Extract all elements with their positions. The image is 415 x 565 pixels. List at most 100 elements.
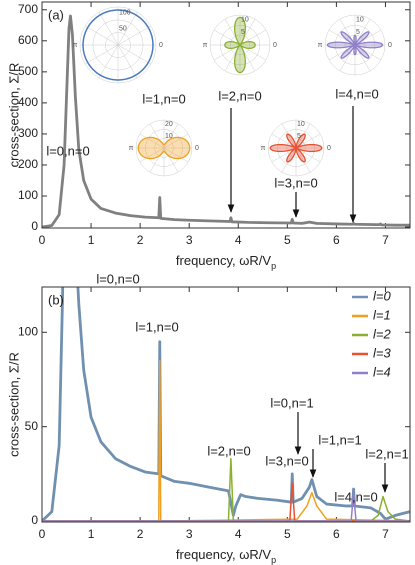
y-tick-label: 300 [18,126,38,140]
inset-pattern [224,16,256,74]
inset-pattern [269,133,323,163]
x-tick-label: 4 [235,233,242,247]
inset-ring [79,6,157,84]
x-tick-label: 5 [284,527,291,541]
x-tick-label: 3 [186,527,193,541]
inset-tick-label: 5 [297,133,301,140]
y-axis-label: cross-section, Σ/R [6,352,21,457]
panel-label: (b) [48,292,64,307]
inset-tick-label: 100 [119,10,131,17]
inset-spoke [281,123,297,149]
inset-spoke [117,11,138,46]
annotation: l=1,n=0 [142,91,185,106]
legend-label: l=1 [373,307,391,322]
x-axis-label: frequency, ωR/Vp [176,253,276,271]
legend-label: l=3 [373,345,391,360]
inset-spoke [271,133,297,149]
inset-ring [105,32,131,58]
inset-tick-label: 20 [165,121,173,128]
inset-spoke [139,147,165,163]
inset-pattern [137,136,191,160]
y-tick-label: 0 [31,219,38,233]
inset-angle-label: π [261,145,266,152]
x-axis-label: frequency, ωR/Vp [176,547,276,565]
inset-angle-label: 0 [388,42,392,49]
inset-tick-label: 5 [241,29,245,36]
inset-ring [209,14,271,76]
y-axis-label: cross-section, Σ/R [6,63,21,168]
y-tick-label: 500 [18,64,38,78]
x-axis-label-sub: p [271,261,276,271]
x-tick-label: 7 [382,233,389,247]
y-tick-label: 400 [18,95,38,109]
x-tick-label: 5 [284,233,291,247]
inset-ring [229,34,251,56]
legend-label: l=2 [373,326,391,341]
inset-spoke [117,44,138,79]
polar-inset: 100 50 π 0 [73,5,163,85]
inset-spoke [295,147,311,173]
x-tick-label: 2 [137,233,144,247]
y-tick-label: 100 [18,324,38,338]
inset-spoke [163,147,189,163]
legend-label: l=0 [373,288,391,303]
inset-angle-label: 0 [159,42,163,49]
inset-tick-label: 10 [356,16,364,23]
inset-angle-label: π [129,145,134,152]
x-tick-label: 6 [333,233,340,247]
inset-tick-label: 10 [165,133,173,140]
x-tick-label: 0 [39,527,46,541]
plot-area [42,287,410,522]
inset-spoke [163,123,179,149]
inset-spoke [163,147,179,173]
series-line [42,458,410,522]
inset-spoke [295,123,311,149]
inset-pattern [82,9,154,81]
polar-inset: 10 5 π 0 [318,13,392,77]
annotation: l=2,n=1 [365,446,408,461]
x-tick-label: 1 [88,527,95,541]
annotation: l=0,n=1 [270,395,313,410]
x-tick-label: 7 [382,527,389,541]
inset-ring [145,129,183,167]
inset-ring [135,119,193,177]
x-tick-label: 2 [137,527,144,541]
y-tick-label: 200 [18,157,38,171]
inset-angle-label: π [203,42,208,49]
annotation: l=2,n=0 [207,443,250,458]
polar-inset: 20 10 π 0 [129,118,199,178]
annotation: l=0,n=0 [96,271,139,286]
inset-angle-label: 0 [195,145,199,152]
plot-frame [41,286,411,523]
y-tick-label: 700 [18,2,38,16]
inset-angle-label: π [318,42,323,49]
inset-spoke [98,11,119,46]
plot-area [42,14,410,228]
x-tick-label: 6 [333,527,340,541]
x-tick-label: 3 [186,233,193,247]
inset-ring [219,24,261,66]
polar-inset: 10 5 π 0 [203,13,277,77]
annotation: l=3,n=0 [274,175,317,190]
annotation: l=1,n=1 [318,432,361,447]
inset-ring [277,129,315,167]
inset-tick-label: 50 [119,26,127,33]
inset-spoke [139,133,165,149]
annotation: l=0,n=0 [46,143,89,158]
x-tick-label: 0 [39,233,46,247]
y-tick-label: 0 [31,513,38,527]
inset-spoke [84,25,119,46]
inset-spoke [117,25,152,46]
x-axis-label-main: frequency, ωR/V [176,547,271,562]
inset-spoke [281,147,297,173]
y-tick-label: 50 [25,419,39,433]
inset-angle-label: π [73,42,78,49]
inset-tick-label: 10 [241,16,249,23]
inset-ring [154,138,174,158]
inset-angle-label: 0 [273,42,277,49]
inset-ring [324,14,386,76]
plot-frame [41,1,411,229]
inset-angle-label: 0 [327,145,331,152]
series-line [42,491,410,522]
